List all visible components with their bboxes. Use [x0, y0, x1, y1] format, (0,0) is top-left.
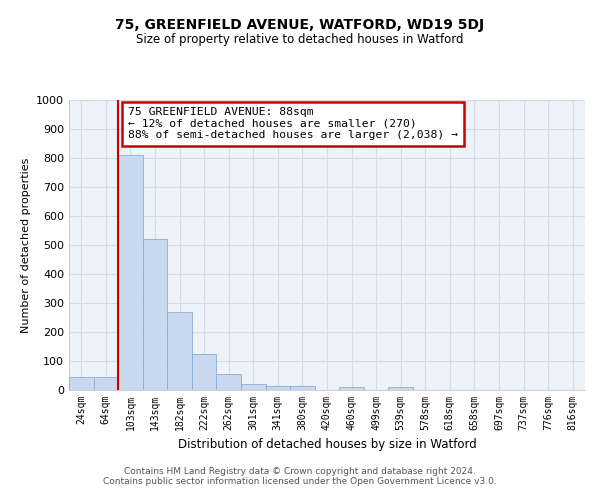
Bar: [69, 377, 94, 390]
Bar: [241, 384, 266, 390]
Text: Contains public sector information licensed under the Open Government Licence v3: Contains public sector information licen…: [103, 477, 497, 486]
Text: Contains HM Land Registry data © Crown copyright and database right 2024.: Contains HM Land Registry data © Crown c…: [124, 467, 476, 476]
Bar: [290, 386, 315, 390]
X-axis label: Distribution of detached houses by size in Watford: Distribution of detached houses by size …: [178, 438, 476, 452]
Text: 75 GREENFIELD AVENUE: 88sqm
← 12% of detached houses are smaller (270)
88% of se: 75 GREENFIELD AVENUE: 88sqm ← 12% of det…: [128, 108, 458, 140]
Bar: [118, 155, 143, 390]
Bar: [94, 377, 118, 390]
Bar: [217, 374, 241, 390]
Bar: [266, 386, 290, 390]
Bar: [192, 354, 217, 390]
Bar: [143, 239, 167, 390]
Bar: [388, 387, 413, 390]
Y-axis label: Number of detached properties: Number of detached properties: [20, 158, 31, 332]
Text: Size of property relative to detached houses in Watford: Size of property relative to detached ho…: [136, 32, 464, 46]
Bar: [339, 387, 364, 390]
Bar: [167, 312, 192, 390]
Text: 75, GREENFIELD AVENUE, WATFORD, WD19 5DJ: 75, GREENFIELD AVENUE, WATFORD, WD19 5DJ: [115, 18, 485, 32]
